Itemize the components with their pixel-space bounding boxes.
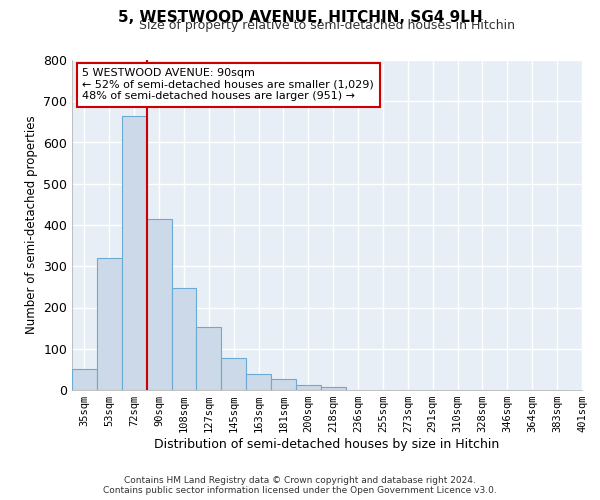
Bar <box>72 370 97 390</box>
Bar <box>122 116 146 390</box>
Text: 5 WESTWOOD AVENUE: 90sqm
← 52% of semi-detached houses are smaller (1,029)
48% o: 5 WESTWOOD AVENUE: 90sqm ← 52% of semi-d… <box>82 68 374 102</box>
Bar <box>146 219 172 390</box>
Text: 5, WESTWOOD AVENUE, HITCHIN, SG4 9LH: 5, WESTWOOD AVENUE, HITCHIN, SG4 9LH <box>118 10 482 25</box>
Bar <box>296 384 321 390</box>
Title: Size of property relative to semi-detached houses in Hitchin: Size of property relative to semi-detach… <box>139 20 515 32</box>
Bar <box>221 358 246 390</box>
Bar <box>172 288 196 390</box>
Bar <box>196 327 221 390</box>
Bar <box>97 258 122 390</box>
X-axis label: Distribution of semi-detached houses by size in Hitchin: Distribution of semi-detached houses by … <box>154 438 500 451</box>
Bar <box>271 379 296 390</box>
Y-axis label: Number of semi-detached properties: Number of semi-detached properties <box>25 116 38 334</box>
Text: Contains HM Land Registry data © Crown copyright and database right 2024.
Contai: Contains HM Land Registry data © Crown c… <box>103 476 497 495</box>
Bar <box>246 374 271 390</box>
Bar <box>321 387 346 390</box>
